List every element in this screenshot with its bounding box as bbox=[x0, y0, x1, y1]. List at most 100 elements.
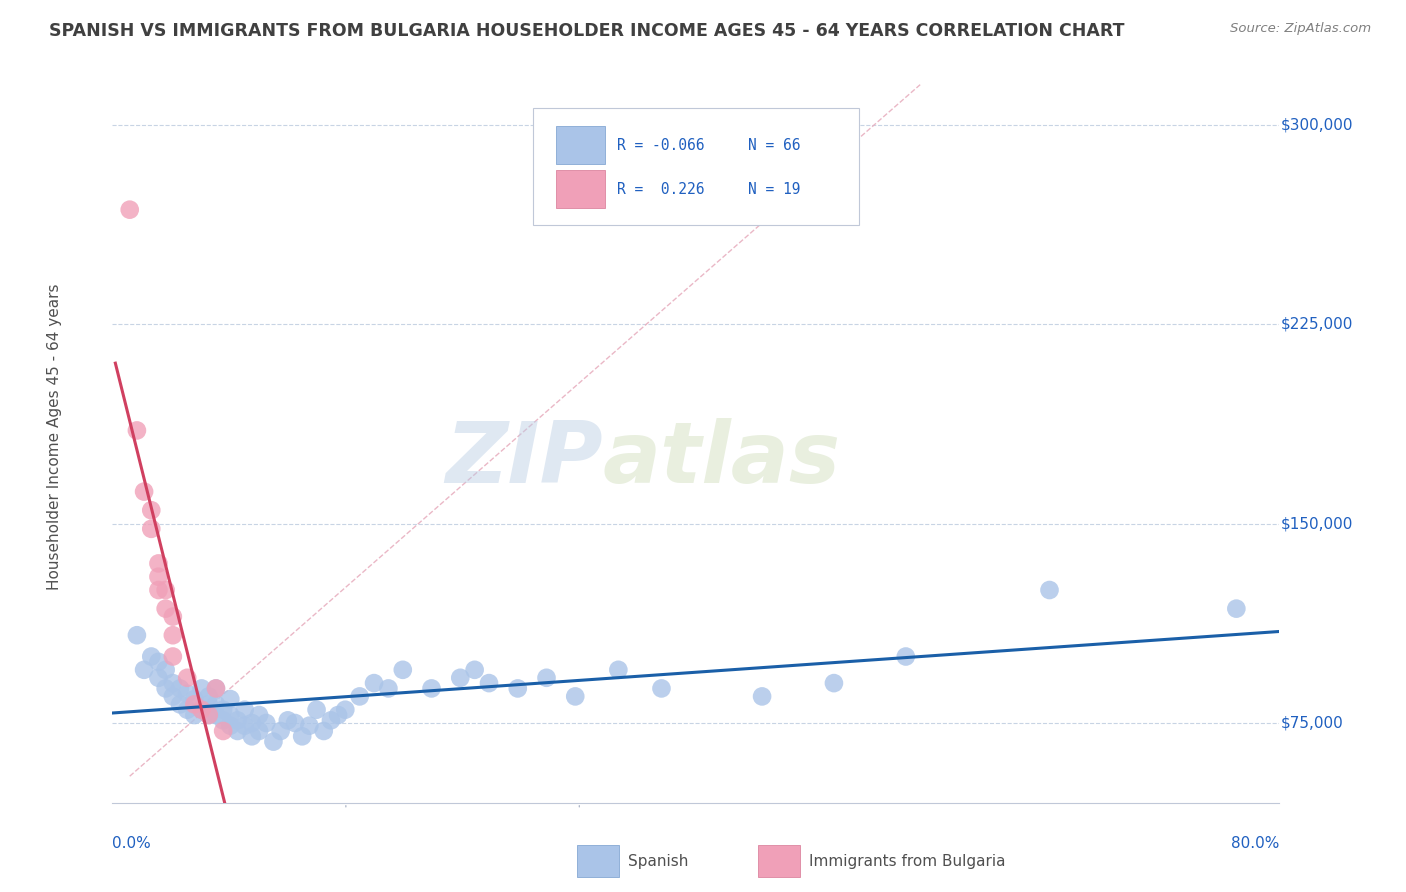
Text: SPANISH VS IMMIGRANTS FROM BULGARIA HOUSEHOLDER INCOME AGES 45 - 64 YEARS CORREL: SPANISH VS IMMIGRANTS FROM BULGARIA HOUS… bbox=[49, 22, 1125, 40]
FancyBboxPatch shape bbox=[533, 108, 859, 225]
Point bbox=[335, 703, 357, 717]
Point bbox=[148, 570, 170, 584]
Point bbox=[312, 723, 335, 738]
Point bbox=[226, 714, 249, 728]
Point bbox=[247, 708, 270, 723]
Text: Spanish: Spanish bbox=[628, 854, 689, 869]
Point bbox=[305, 703, 328, 717]
Point bbox=[326, 708, 349, 723]
FancyBboxPatch shape bbox=[576, 846, 619, 878]
Text: R =  0.226: R = 0.226 bbox=[617, 182, 704, 196]
Point bbox=[254, 716, 277, 731]
Point bbox=[262, 734, 284, 748]
Text: Householder Income Ages 45 - 64 years: Householder Income Ages 45 - 64 years bbox=[46, 284, 62, 591]
Point bbox=[155, 663, 177, 677]
Point bbox=[176, 703, 198, 717]
Point bbox=[219, 719, 242, 733]
Point bbox=[162, 649, 184, 664]
Point bbox=[233, 719, 256, 733]
Point bbox=[270, 723, 292, 738]
Point bbox=[155, 582, 177, 597]
Point bbox=[141, 649, 163, 664]
Point bbox=[118, 202, 141, 217]
Point bbox=[363, 676, 385, 690]
Text: 80.0%: 80.0% bbox=[1232, 836, 1279, 851]
Point bbox=[212, 723, 235, 738]
Point bbox=[155, 601, 177, 615]
Point bbox=[176, 687, 198, 701]
Point bbox=[319, 714, 342, 728]
Text: N = 66: N = 66 bbox=[748, 137, 801, 153]
Point bbox=[190, 681, 212, 696]
Point bbox=[233, 703, 256, 717]
Text: $75,000: $75,000 bbox=[1281, 715, 1343, 731]
FancyBboxPatch shape bbox=[555, 126, 605, 164]
Point bbox=[125, 628, 148, 642]
Point bbox=[132, 663, 155, 677]
Text: N = 19: N = 19 bbox=[748, 182, 801, 196]
Point bbox=[212, 703, 235, 717]
Text: $225,000: $225,000 bbox=[1281, 317, 1353, 332]
Point bbox=[148, 671, 170, 685]
Point bbox=[291, 729, 314, 743]
Point bbox=[141, 522, 163, 536]
Point bbox=[226, 723, 249, 738]
Point bbox=[169, 698, 191, 712]
Point bbox=[506, 681, 529, 696]
Point bbox=[183, 708, 205, 723]
Point bbox=[141, 503, 163, 517]
Point bbox=[197, 698, 219, 712]
Text: $300,000: $300,000 bbox=[1281, 117, 1353, 132]
Point bbox=[536, 671, 558, 685]
Point bbox=[564, 690, 586, 704]
Text: 0.0%: 0.0% bbox=[112, 836, 152, 851]
Point bbox=[169, 681, 191, 696]
Point bbox=[751, 690, 773, 704]
Point bbox=[205, 698, 228, 712]
Point bbox=[162, 676, 184, 690]
Point bbox=[894, 649, 917, 664]
FancyBboxPatch shape bbox=[555, 170, 605, 208]
Point bbox=[205, 708, 228, 723]
Point bbox=[284, 716, 307, 731]
Point bbox=[240, 729, 263, 743]
Point bbox=[183, 698, 205, 712]
Point bbox=[125, 424, 148, 438]
Point bbox=[449, 671, 471, 685]
Point bbox=[377, 681, 399, 696]
Text: atlas: atlas bbox=[603, 417, 841, 500]
Point bbox=[148, 582, 170, 597]
Point bbox=[420, 681, 443, 696]
Point bbox=[205, 681, 228, 696]
Text: $150,000: $150,000 bbox=[1281, 516, 1353, 531]
Point bbox=[650, 681, 672, 696]
Point bbox=[823, 676, 845, 690]
Point bbox=[132, 484, 155, 499]
Point bbox=[183, 692, 205, 706]
Text: Immigrants from Bulgaria: Immigrants from Bulgaria bbox=[810, 854, 1005, 869]
Point bbox=[162, 609, 184, 624]
Point bbox=[240, 716, 263, 731]
Point bbox=[219, 692, 242, 706]
Point bbox=[190, 703, 212, 717]
Point bbox=[197, 708, 219, 723]
Point bbox=[197, 690, 219, 704]
Point bbox=[205, 681, 228, 696]
Point bbox=[212, 714, 235, 728]
Text: ZIP: ZIP bbox=[444, 417, 603, 500]
Point bbox=[277, 714, 299, 728]
Point bbox=[1038, 582, 1060, 597]
Point bbox=[1225, 601, 1247, 615]
Point bbox=[391, 663, 413, 677]
Point bbox=[219, 708, 242, 723]
Point bbox=[162, 690, 184, 704]
Point bbox=[197, 708, 219, 723]
Point bbox=[155, 681, 177, 696]
Point bbox=[464, 663, 486, 677]
Point bbox=[190, 703, 212, 717]
Point bbox=[148, 655, 170, 669]
Point bbox=[162, 628, 184, 642]
Point bbox=[247, 723, 270, 738]
Point bbox=[298, 719, 321, 733]
Point bbox=[478, 676, 501, 690]
